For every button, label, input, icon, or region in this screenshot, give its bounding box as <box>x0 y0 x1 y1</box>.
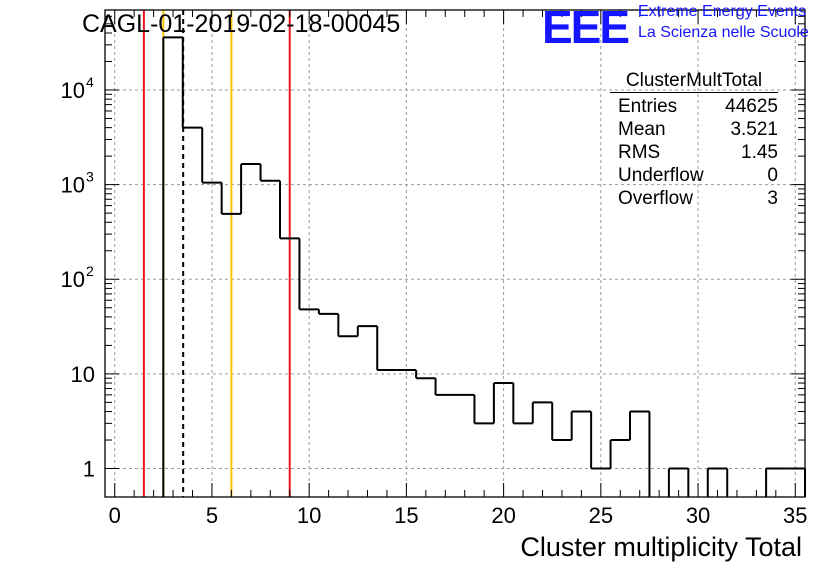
stats-label: RMS <box>618 142 661 163</box>
x-tick-label: 20 <box>491 503 515 528</box>
stats-box: ClusterMultTotal Entries 44625 Mean 3.52… <box>610 70 778 210</box>
y-tick-label: 10 <box>61 173 85 198</box>
y-tick-label: 10 <box>61 267 85 292</box>
stats-label: Overflow <box>618 188 693 209</box>
x-tick-label: 30 <box>686 503 710 528</box>
x-tick-label: 5 <box>206 503 218 528</box>
stats-value: 1.45 <box>741 142 778 163</box>
histogram-bars <box>162 36 806 497</box>
stats-label: Underflow <box>618 165 704 186</box>
y-tick-exponent: 4 <box>86 74 94 90</box>
stats-label: Entries <box>618 96 678 117</box>
stats-value: 0 <box>767 165 778 186</box>
x-tick-label: 25 <box>589 503 613 528</box>
x-tick-label: 0 <box>109 503 121 528</box>
x-axis: 0 5 10 15 20 25 30 35 <box>109 10 808 528</box>
logo-line-2: La Scienza nelle Scuole <box>638 24 809 41</box>
logo-line-1: Extreme Energy Events <box>638 3 807 20</box>
stats-title: ClusterMultTotal <box>610 70 778 93</box>
x-tick-label: 35 <box>783 503 807 528</box>
y-tick-exponent: 3 <box>86 169 94 185</box>
stats-row-overflow: Overflow 3 <box>610 187 778 210</box>
stats-row-entries: Entries 44625 <box>610 95 778 118</box>
stats-row-rms: RMS 1.45 <box>610 141 778 164</box>
stats-value: 3 <box>767 188 778 209</box>
x-axis-label: Cluster multiplicity Total <box>520 532 802 562</box>
stats-label: Mean <box>618 119 666 140</box>
y-tick-label: 10 <box>71 362 95 387</box>
stats-row-underflow: Underflow 0 <box>610 164 778 187</box>
chart-title: CAGL-01-2019-02-18-00045 <box>82 10 401 38</box>
stats-value: 3.521 <box>730 119 778 140</box>
y-tick-label: 10 <box>61 78 85 103</box>
x-tick-label: 10 <box>297 503 321 528</box>
eee-logo: EEE <box>542 1 630 53</box>
y-tick-label: 1 <box>83 457 95 482</box>
y-tick-exponent: 2 <box>86 263 94 279</box>
plot-area <box>105 10 805 497</box>
stats-row-mean: Mean 3.521 <box>610 118 778 141</box>
plot-frame <box>104 9 806 498</box>
stats-value: 44625 <box>725 96 778 117</box>
x-tick-label: 15 <box>394 503 418 528</box>
